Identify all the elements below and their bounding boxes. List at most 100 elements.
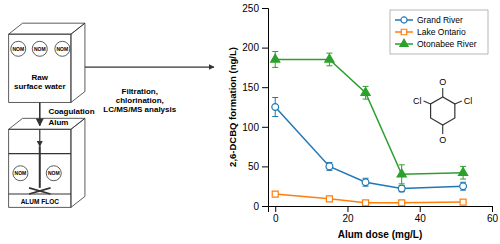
point bbox=[460, 199, 466, 205]
x-tick-label: 40 bbox=[415, 213, 427, 224]
nom-circle bbox=[13, 166, 28, 181]
x-tick: 40 bbox=[415, 206, 427, 224]
series bbox=[272, 191, 466, 206]
legend-marker bbox=[401, 29, 406, 34]
point bbox=[272, 191, 278, 197]
stirrer-blade bbox=[29, 188, 51, 194]
process-arrow bbox=[85, 66, 214, 67]
diagram-label: Alum bbox=[48, 118, 68, 127]
series bbox=[272, 97, 467, 191]
y-tick-label: 50 bbox=[248, 161, 260, 172]
y-tick-mark bbox=[262, 206, 268, 207]
point bbox=[272, 104, 279, 111]
error-bar bbox=[272, 97, 278, 116]
point bbox=[361, 87, 370, 95]
series bbox=[271, 52, 468, 184]
nom-circle bbox=[55, 41, 70, 56]
y-tick: 0 bbox=[253, 201, 268, 212]
series-line bbox=[275, 107, 463, 189]
y-axis-line bbox=[262, 9, 269, 207]
atom-label: O bbox=[439, 77, 446, 87]
y-axis: 0 50 100 150 200 250 bbox=[242, 3, 268, 212]
point bbox=[326, 163, 333, 170]
alum-arrow bbox=[39, 129, 40, 146]
coagulation-box-side bbox=[71, 118, 85, 207]
atom-label: O bbox=[439, 135, 446, 145]
y-tick-mark bbox=[262, 87, 268, 88]
stirrer-blade bbox=[29, 188, 51, 194]
point bbox=[398, 185, 405, 192]
x-tick-mark bbox=[347, 206, 348, 212]
y-tick-mark bbox=[262, 48, 268, 49]
structure-bond bbox=[424, 101, 431, 104]
series-line bbox=[275, 194, 463, 203]
error-bar bbox=[399, 185, 405, 191]
diagram-label: Rawsurface water bbox=[14, 73, 66, 91]
point bbox=[271, 54, 280, 62]
y-tick: 50 bbox=[248, 161, 268, 172]
y-tick: 200 bbox=[242, 42, 268, 53]
x-tick-label: 20 bbox=[342, 213, 354, 224]
legend-item: Lake Ontario bbox=[395, 27, 466, 37]
point bbox=[399, 200, 405, 206]
y-tick: 100 bbox=[242, 122, 268, 133]
legend-label: Lake Ontario bbox=[417, 27, 466, 37]
y-tick-label: 100 bbox=[242, 122, 259, 133]
atom-label: Cl bbox=[413, 96, 422, 106]
structure-bond bbox=[455, 101, 462, 104]
legend-label: Grand River bbox=[417, 15, 463, 25]
x-tick-mark bbox=[275, 206, 276, 212]
x-axis: 0 20 40 60 bbox=[269, 206, 499, 224]
legend-marker bbox=[401, 17, 407, 23]
x-tick: 60 bbox=[487, 206, 499, 224]
y-axis-label: 2,6-DCBQ formation (ng/L) bbox=[227, 47, 238, 167]
nom-label: NOM bbox=[34, 46, 46, 52]
nom-label: NOM bbox=[15, 170, 27, 176]
y-tick-label: 250 bbox=[242, 3, 259, 14]
figure: 0 20 40 60 0 50 100 150 200 250 Alum dose (mg/L) 2,… bbox=[0, 0, 500, 244]
x-axis-line bbox=[269, 207, 493, 213]
coagulation-arrow bbox=[39, 102, 41, 125]
y-tick: 250 bbox=[242, 3, 268, 14]
floc-level bbox=[9, 193, 71, 194]
error-bar bbox=[363, 178, 369, 186]
error-bar bbox=[326, 162, 332, 170]
legend-marker bbox=[400, 39, 408, 46]
legend: Grand River Lake Ontario Otonabee River bbox=[390, 10, 488, 54]
y-tick-label: 200 bbox=[242, 42, 259, 53]
raw-water-box-front bbox=[9, 34, 71, 102]
diagram bbox=[9, 23, 214, 207]
coagulation-box-front bbox=[9, 129, 71, 207]
point bbox=[326, 196, 332, 202]
x-axis-label: Alum dose (mg/L) bbox=[338, 229, 422, 240]
structure-ring bbox=[431, 97, 455, 125]
y-tick-mark bbox=[262, 127, 268, 128]
y-tick-mark bbox=[262, 8, 268, 9]
point bbox=[459, 167, 468, 175]
nom-label: NOM bbox=[48, 170, 60, 176]
point bbox=[397, 169, 406, 177]
legend-item: Grand River bbox=[395, 15, 463, 25]
legend-frame bbox=[390, 10, 488, 54]
y-tick-label: 150 bbox=[242, 82, 259, 93]
y-tick-mark bbox=[262, 166, 268, 167]
stirrer-rod bbox=[39, 146, 41, 187]
plot-area bbox=[271, 52, 468, 206]
structure-inset bbox=[424, 88, 462, 134]
structure-bond bbox=[442, 88, 443, 97]
x-tick-mark bbox=[420, 206, 421, 212]
legend-label: Otonabee River bbox=[417, 39, 477, 49]
nom-label: NOM bbox=[57, 46, 69, 52]
legend-item: Otonabee River bbox=[395, 39, 477, 49]
nom-label: NOM bbox=[12, 46, 24, 52]
x-tick: 20 bbox=[342, 206, 354, 224]
x-tick: 0 bbox=[273, 206, 279, 224]
point bbox=[363, 200, 369, 206]
point bbox=[460, 183, 467, 190]
structure-bond bbox=[442, 125, 443, 134]
process-label: Filtration,chlorination,LC/MS/MS analysi… bbox=[103, 87, 176, 114]
x-tick-mark bbox=[492, 206, 493, 212]
nom-circle bbox=[32, 41, 47, 56]
point bbox=[362, 179, 369, 186]
x-tick-label: 60 bbox=[487, 213, 499, 224]
